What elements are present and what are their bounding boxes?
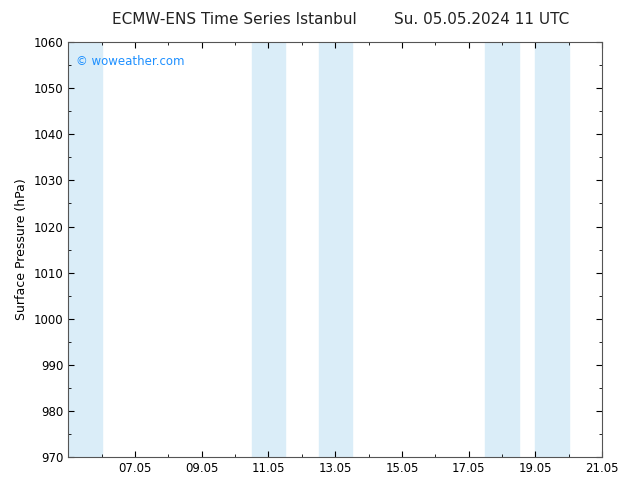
- Text: © woweather.com: © woweather.com: [76, 54, 184, 68]
- Bar: [536, 42, 569, 457]
- Bar: [252, 42, 285, 457]
- Text: ECMW-ENS Time Series Istanbul: ECMW-ENS Time Series Istanbul: [112, 12, 357, 27]
- Y-axis label: Surface Pressure (hPa): Surface Pressure (hPa): [15, 179, 28, 320]
- Bar: [318, 42, 352, 457]
- Bar: [486, 42, 519, 457]
- Bar: [68, 42, 101, 457]
- Text: Su. 05.05.2024 11 UTC: Su. 05.05.2024 11 UTC: [394, 12, 569, 27]
